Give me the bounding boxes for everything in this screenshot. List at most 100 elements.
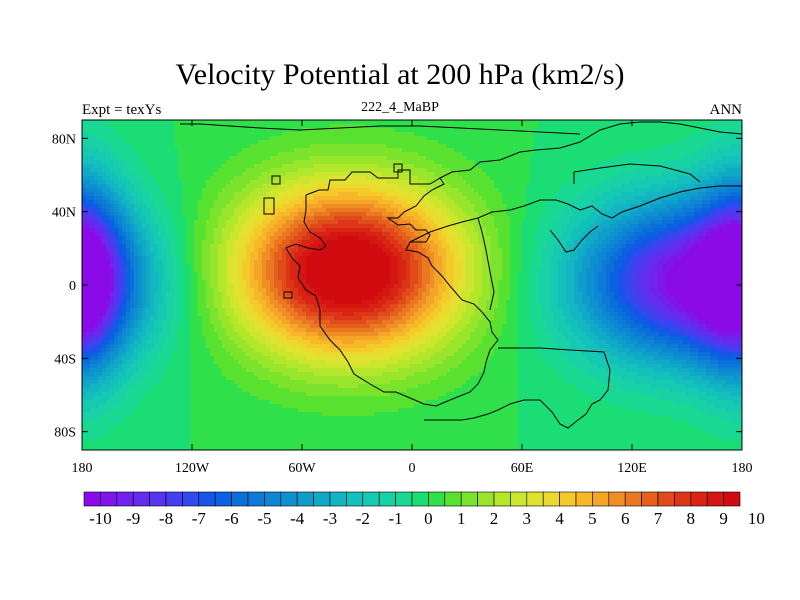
experiment-label: Expt = texYs — [82, 102, 162, 118]
field-cell — [190, 280, 199, 285]
field-cell — [174, 268, 183, 273]
field-cell — [270, 368, 299, 373]
field-cell — [658, 328, 671, 333]
field-cell — [114, 288, 119, 293]
field-cell — [142, 336, 151, 341]
field-cell — [310, 252, 387, 257]
field-cell — [134, 200, 143, 205]
field-cell — [118, 296, 123, 301]
field-cell — [402, 192, 419, 197]
field-cell — [130, 144, 175, 149]
field-cell — [86, 204, 95, 209]
field-cell — [142, 184, 159, 189]
field-cell — [642, 200, 663, 205]
colorbar-swatch — [165, 491, 183, 507]
field-cell — [550, 332, 563, 337]
field-cell — [434, 364, 459, 369]
field-cell — [582, 268, 587, 273]
field-cell — [618, 288, 627, 293]
field-cell — [266, 264, 275, 269]
field-cell — [534, 244, 547, 249]
field-cell — [690, 320, 699, 325]
field-cell — [106, 308, 111, 313]
field-cell — [354, 340, 383, 345]
field-cell — [438, 284, 447, 289]
field-cell — [626, 288, 631, 293]
field-cell — [86, 380, 99, 385]
field-cell — [178, 160, 227, 165]
field-cell — [630, 260, 635, 265]
field-cell — [214, 236, 223, 241]
field-cell — [646, 308, 655, 313]
field-cell — [234, 248, 239, 253]
field-cell — [82, 268, 111, 273]
field-cell — [566, 296, 575, 301]
field-cell — [106, 232, 111, 237]
field-cell — [410, 308, 419, 313]
field-cell — [286, 284, 295, 289]
field-cell — [254, 220, 263, 225]
field-cell — [410, 316, 419, 321]
field-cell — [658, 248, 667, 253]
field-cell — [418, 176, 439, 181]
field-cell — [150, 332, 159, 337]
field-cell — [450, 368, 483, 373]
field-cell — [306, 248, 315, 253]
field-cell — [542, 316, 555, 321]
field-cell — [170, 252, 179, 257]
field-cell — [398, 360, 423, 365]
field-cell — [210, 352, 231, 357]
field-cell — [242, 260, 251, 265]
field-cell — [118, 356, 123, 361]
field-cell — [106, 236, 111, 241]
field-cell — [334, 216, 363, 221]
field-cell — [238, 256, 247, 261]
field-cell — [194, 260, 203, 265]
field-cell — [442, 208, 451, 213]
field-cell — [310, 156, 387, 161]
field-cell — [702, 196, 711, 201]
field-cell — [518, 348, 539, 353]
field-cell — [130, 336, 139, 341]
field-cell — [526, 216, 543, 221]
field-cell — [234, 192, 251, 197]
colorbar-label: 3 — [523, 509, 532, 528]
field-cell — [626, 304, 635, 309]
field-cell — [390, 332, 407, 337]
field-cell — [674, 244, 683, 249]
field-cell — [274, 328, 287, 333]
field-cell — [722, 212, 742, 217]
colorbar-swatch — [264, 491, 282, 507]
field-cell — [142, 232, 147, 237]
field-cell — [494, 224, 511, 229]
field-cell — [470, 376, 519, 381]
field-cell — [226, 288, 235, 293]
field-cell — [606, 276, 611, 281]
field-cell — [698, 332, 707, 337]
field-cell — [218, 260, 227, 265]
field-cell — [278, 316, 287, 321]
field-cell — [294, 292, 299, 297]
field-cell — [458, 248, 467, 253]
field-cell — [110, 232, 115, 237]
field-cell — [82, 432, 107, 437]
field-cell — [570, 344, 587, 349]
field-cell — [250, 216, 259, 221]
field-cell — [498, 296, 511, 301]
field-cell — [534, 128, 703, 133]
field-cell — [598, 280, 607, 285]
field-cell — [98, 328, 103, 333]
field-cell — [650, 384, 687, 389]
field-cell — [158, 224, 167, 229]
field-cell — [654, 228, 667, 233]
field-cell — [710, 328, 719, 333]
field-cell — [258, 176, 279, 181]
field-cell — [130, 264, 135, 269]
field-cell — [126, 372, 135, 377]
field-cell — [610, 312, 619, 317]
field-cell — [694, 232, 699, 237]
field-cell — [174, 264, 183, 269]
field-cell — [222, 164, 255, 169]
field-cell — [110, 272, 115, 277]
field-cell — [430, 328, 443, 333]
